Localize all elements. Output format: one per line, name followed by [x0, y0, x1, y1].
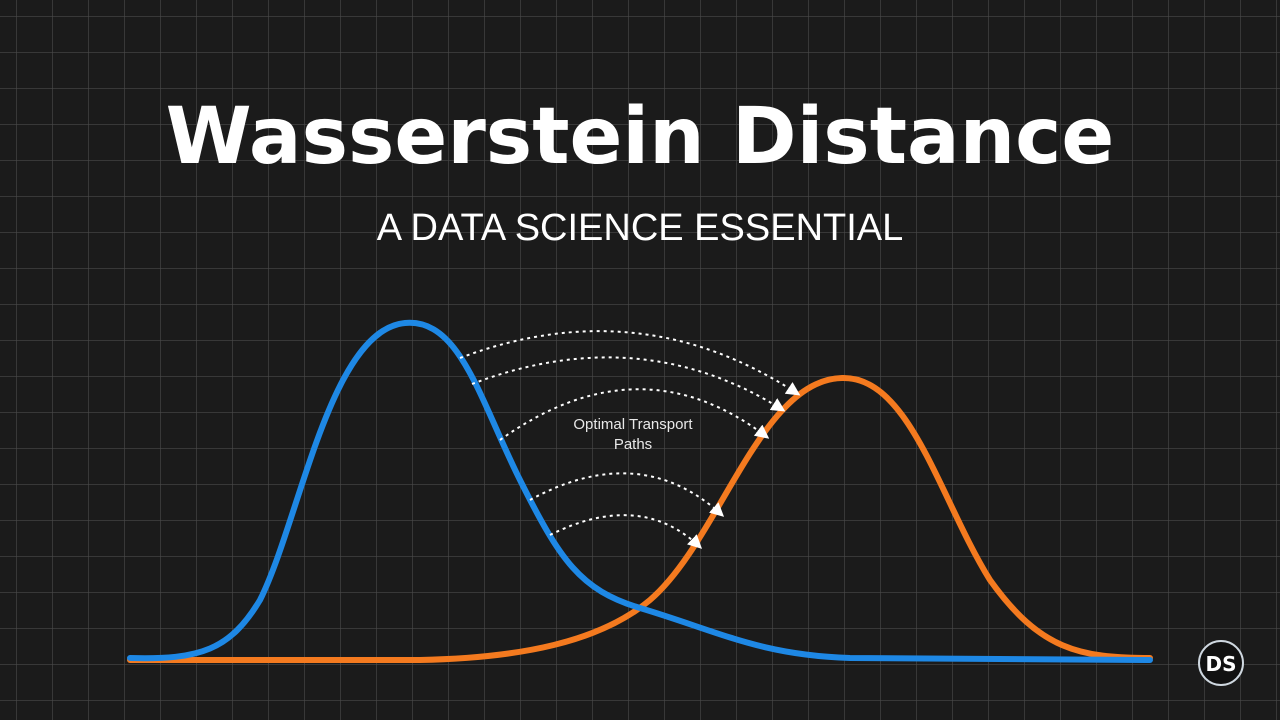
- target-distribution: [127, 374, 1153, 663]
- transport-arrow: [499, 388, 770, 441]
- source-distribution: [127, 319, 1153, 663]
- logo-text: DS: [1205, 652, 1236, 676]
- transport-arrow: [549, 514, 703, 549]
- transport-arrow: [529, 472, 725, 517]
- transport-arrow: [471, 356, 786, 412]
- logo-badge: [1198, 640, 1244, 686]
- transport-arrow: [459, 330, 801, 396]
- annotation: Optimal Transport: [573, 416, 693, 433]
- annotation: Paths: [614, 436, 652, 453]
- title: Wasserstein Distance: [166, 92, 1115, 182]
- transport-arrows: [459, 330, 801, 549]
- subtitle: A DATA SCIENCE ESSENTIAL: [377, 207, 904, 249]
